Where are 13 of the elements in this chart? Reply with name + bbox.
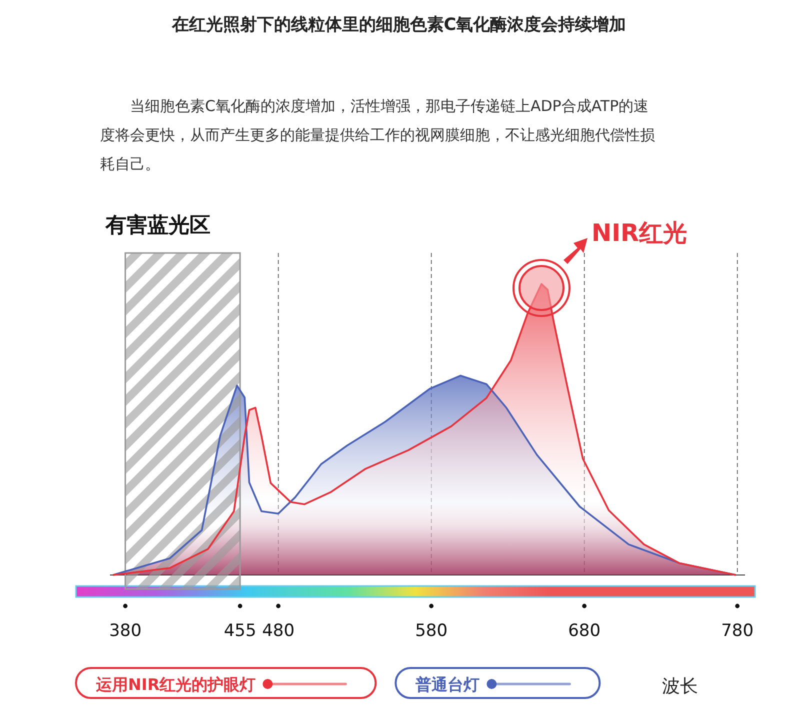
- x-tick-label: 680: [568, 621, 601, 641]
- x-tick-label: 380: [109, 621, 142, 641]
- x-tick-label: 480: [262, 621, 295, 641]
- x-tick-label: 580: [415, 621, 448, 641]
- x-tick-label: 780: [721, 621, 754, 641]
- annotation: NIR红光: [591, 219, 687, 247]
- x-tick-label: 455: [224, 621, 256, 641]
- x-axis-title: 波长: [662, 676, 698, 697]
- legend-label: 运用NIR红光的护眼灯: [95, 675, 256, 694]
- band-label: 有害蓝光区: [104, 213, 210, 237]
- legend-label: 普通台灯: [414, 675, 480, 694]
- chart-title: 在红光照射下的线粒体里的细胞色素C氧化酶浓度会持续增加: [170, 15, 626, 35]
- chart-subtitle: 当细胞色素C氧化酶的浓度增加，活性增强，那电子传递链上ADP合成ATP的速度将会更快，从而产生更多的能量提供给工作的视网膜细胞，不让感光细胞代偿性损耗自己。: [100, 96, 656, 175]
